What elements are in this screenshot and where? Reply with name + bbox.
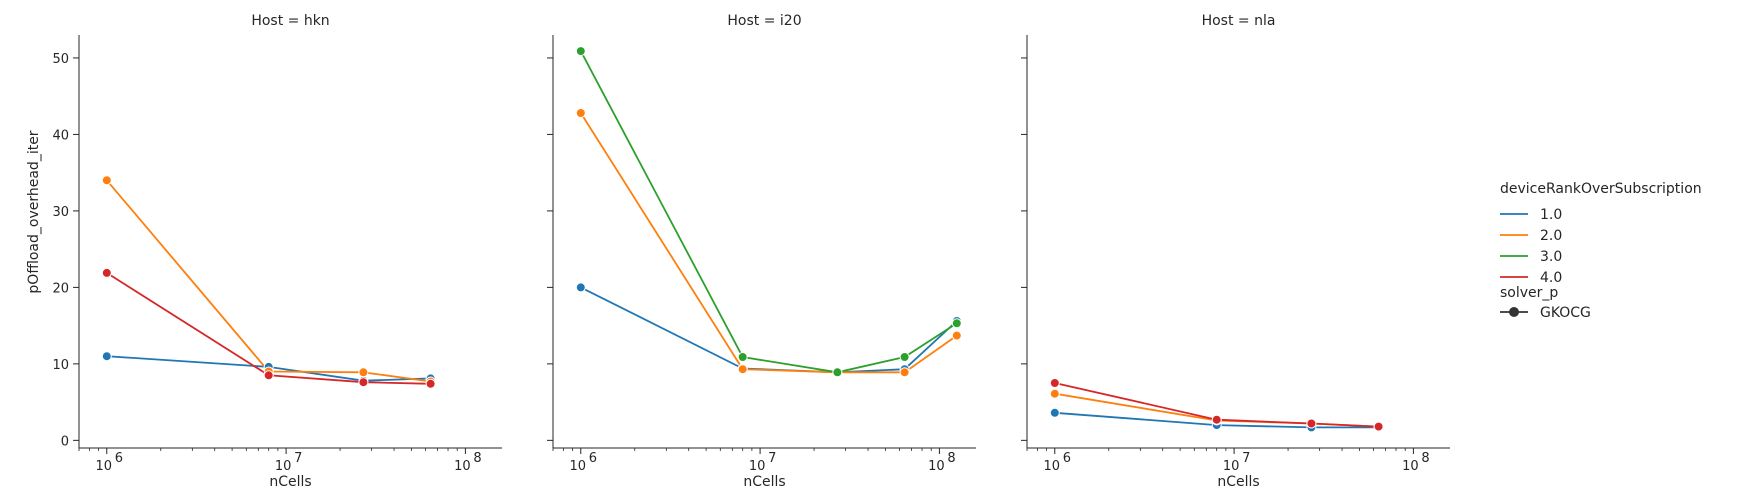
- legend-style-entry: GKOCG: [1540, 305, 1591, 321]
- x-tick-label: 10: [275, 459, 292, 474]
- data-point: [1373, 421, 1384, 432]
- data-point: [1306, 418, 1317, 429]
- x-tick-label-exponent: 8: [947, 451, 955, 466]
- data-point: [1049, 388, 1060, 399]
- data-point: [575, 282, 586, 293]
- x-axis-label: nCells: [743, 474, 785, 490]
- x-axis-label: nCells: [269, 474, 311, 490]
- data-point: [101, 267, 112, 278]
- x-tick-label-exponent: 7: [1242, 451, 1250, 466]
- data-point: [575, 108, 586, 118]
- data-point: [1211, 414, 1222, 425]
- y-tick-label: 30: [52, 205, 69, 220]
- data-point: [101, 175, 112, 186]
- legend-hue-entries: 1.0 2.0 3.0 4.0: [1500, 207, 1562, 286]
- y-tick-label: 50: [52, 52, 69, 67]
- x-tick-label: 10: [1223, 459, 1240, 474]
- data-point: [899, 352, 910, 362]
- legend: deviceRankOverSubscription 1.02.03.04.0 …: [1500, 181, 1702, 321]
- legend-style-title: solver_p: [1500, 285, 1558, 301]
- x-tick-label-exponent: 8: [1421, 451, 1429, 466]
- legend-entry-label: 1.0: [1540, 207, 1562, 223]
- data-point: [358, 367, 369, 378]
- x-tick-label-exponent: 6: [1063, 451, 1071, 466]
- data-point: [1049, 407, 1060, 418]
- data-point: [263, 370, 274, 381]
- panel-title: Host = i20: [727, 13, 801, 29]
- panel-title: Host = nla: [1202, 13, 1276, 29]
- x-tick-label: 10: [454, 459, 471, 474]
- y-axis-label: pOffload_overhead_iter: [26, 130, 42, 293]
- series-line-2-0: [106, 179, 431, 383]
- series-line-1-0: [106, 355, 431, 382]
- x-axis-label: nCells: [1217, 474, 1259, 490]
- y-tick-label: 40: [52, 128, 69, 143]
- x-tick-label-exponent: 8: [473, 451, 481, 466]
- series-line-2-0: [580, 112, 958, 374]
- data-point: [101, 351, 112, 362]
- data-point: [832, 367, 843, 378]
- x-tick-label-exponent: 6: [589, 451, 597, 466]
- y-tick-label: 10: [52, 358, 69, 373]
- x-tick-label-exponent: 7: [294, 451, 302, 466]
- panels-group: Host = hkn10610710801020304050nCellsHost…: [52, 13, 1450, 490]
- panel-title: Host = hkn: [251, 13, 329, 29]
- series-line-4-0: [106, 272, 431, 385]
- series-line-3-0: [580, 50, 958, 374]
- x-tick-label-exponent: 6: [115, 451, 123, 466]
- legend-entry-label: 4.0: [1540, 270, 1562, 286]
- x-tick-label: 10: [1402, 459, 1419, 474]
- data-point: [575, 46, 586, 57]
- x-tick-label-exponent: 7: [768, 451, 776, 466]
- series-line-4-0: [1054, 382, 1379, 428]
- x-tick-label: 10: [928, 459, 945, 474]
- data-point: [358, 377, 369, 388]
- x-tick-label: 10: [570, 459, 587, 474]
- y-tick-label: 20: [52, 281, 69, 296]
- data-point: [737, 352, 748, 362]
- x-tick-label: 10: [1044, 459, 1061, 474]
- legend-hue-title: deviceRankOverSubscription: [1500, 181, 1702, 197]
- x-tick-label: 10: [96, 459, 113, 474]
- y-tick-label: 0: [61, 434, 69, 449]
- data-point: [899, 367, 910, 378]
- legend-style-marker: [1509, 307, 1519, 317]
- data-point: [425, 378, 436, 389]
- data-point: [737, 364, 748, 375]
- data-point: [951, 318, 962, 329]
- data-point: [951, 330, 962, 341]
- data-point: [1049, 378, 1060, 388]
- legend-entry-label: 3.0: [1540, 249, 1562, 265]
- series-line-1-0: [1054, 411, 1379, 429]
- legend-entry-label: 2.0: [1540, 228, 1562, 244]
- x-tick-label: 10: [749, 459, 766, 474]
